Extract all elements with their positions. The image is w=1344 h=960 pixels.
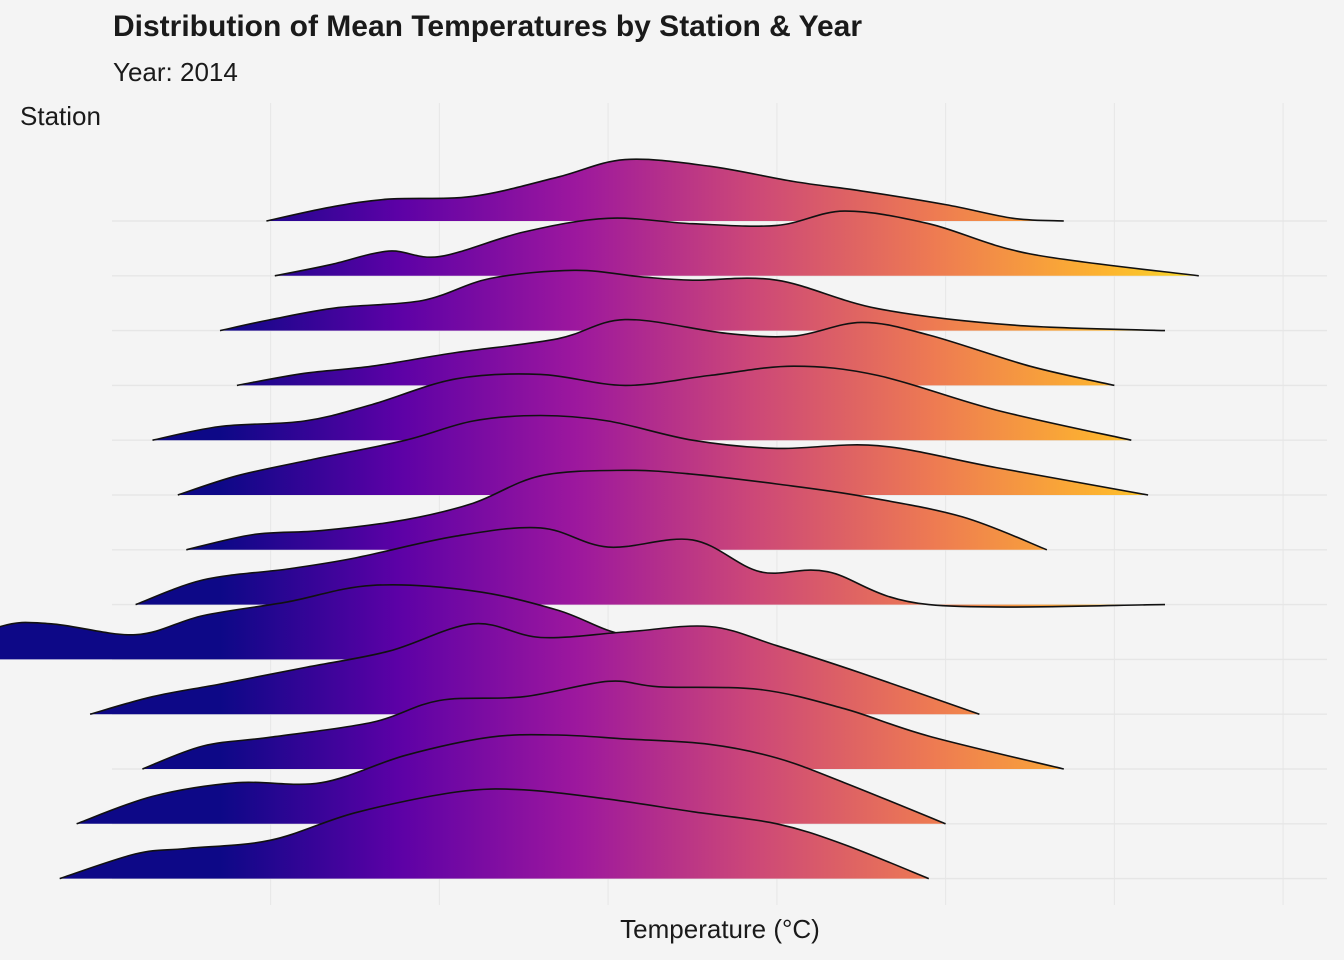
ridge-area (152, 366, 1132, 441)
ridge-outline (89, 622, 980, 715)
ridge-area (236, 319, 1115, 386)
ridge-area (220, 270, 1165, 331)
ridge-layer (0, 158, 1199, 880)
ridge-area (76, 734, 946, 824)
ridge-outline (59, 788, 930, 880)
ridge-outline (266, 158, 1064, 222)
ridge-outline (142, 680, 1064, 770)
ridge-outline (274, 210, 1199, 277)
chart-subtitle: Year: 2014 (113, 57, 238, 87)
ridge-area (266, 159, 1064, 221)
ridge-outline (219, 269, 1166, 332)
ridge-outline (186, 469, 1048, 551)
ridge-area (59, 788, 929, 879)
ridge-outline (152, 365, 1132, 441)
ridge-area (177, 415, 1149, 495)
ridge-outline (177, 414, 1149, 496)
x-axis-label: Temperature (°C) (620, 914, 820, 944)
chart-title: Distribution of Mean Temperatures by Sta… (113, 10, 863, 43)
ridge-outline (76, 733, 946, 825)
ridge-outline (236, 318, 1115, 387)
ridge-area (274, 211, 1199, 276)
ridge-area (186, 470, 1047, 550)
ridge-area (142, 681, 1064, 769)
ridge-outline (135, 526, 1166, 608)
y-axis-label: Station (20, 101, 101, 131)
